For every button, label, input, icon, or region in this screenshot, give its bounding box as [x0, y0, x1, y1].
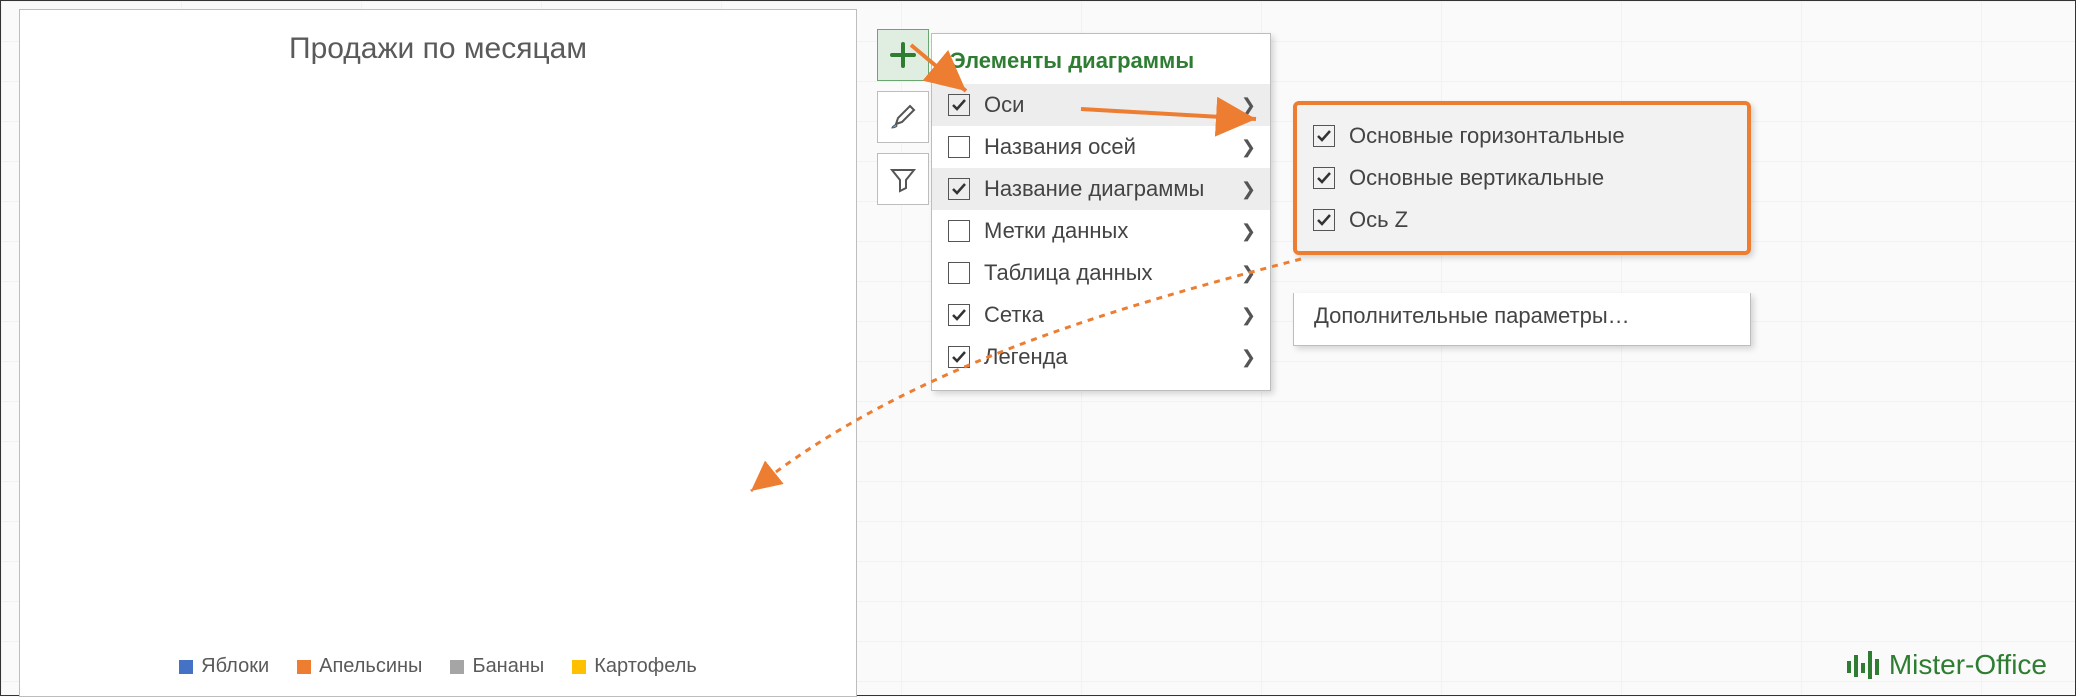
- legend-label: Апельсины: [319, 655, 422, 678]
- legend-swatch: [297, 660, 311, 674]
- menu-item[interactable]: Легенда ❯: [932, 336, 1270, 378]
- menu-item-label: Название диаграммы: [984, 176, 1204, 202]
- chart-container[interactable]: Продажи по месяцам Яблоки Апельсины Бананы…: [19, 9, 857, 697]
- chart-filter-button[interactable]: [877, 153, 929, 205]
- chart-legend: Яблоки Апельсины Бананы Картофель: [20, 655, 856, 678]
- checkbox[interactable]: [948, 346, 970, 368]
- watermark-icon: [1845, 651, 1881, 679]
- funnel-icon: [888, 164, 918, 194]
- legend-item[interactable]: Бананы: [450, 655, 544, 678]
- legend-item[interactable]: Апельсины: [297, 655, 422, 678]
- axes-submenu: Основные горизонтальные Основные вертикал…: [1293, 101, 1751, 255]
- checkbox[interactable]: [1313, 125, 1335, 147]
- watermark-text: Mister-Office: [1889, 649, 2047, 681]
- checkbox[interactable]: [948, 178, 970, 200]
- axes-submenu-more[interactable]: Дополнительные параметры…: [1293, 293, 1751, 346]
- chevron-right-icon: ❯: [1241, 179, 1256, 200]
- submenu-item[interactable]: Основные горизонтальные: [1297, 115, 1747, 157]
- checkbox[interactable]: [1313, 209, 1335, 231]
- checkbox[interactable]: [948, 304, 970, 326]
- submenu-item[interactable]: Ось Z: [1297, 199, 1747, 241]
- legend-label: Яблоки: [201, 655, 269, 678]
- menu-item[interactable]: Сетка ❯: [932, 294, 1270, 336]
- chart-elements-menu: Элементы диаграммы Оси❯Названия осей❯Наз…: [931, 33, 1271, 391]
- legend-label: Бананы: [472, 655, 544, 678]
- menu-item-label: Легенда: [984, 344, 1068, 370]
- chart-title: Продажи по месяцам: [20, 32, 856, 66]
- chevron-right-icon: ❯: [1241, 305, 1256, 326]
- legend-swatch: [179, 660, 193, 674]
- chevron-right-icon: ❯: [1241, 137, 1256, 158]
- submenu-item-label: Основные горизонтальные: [1349, 123, 1625, 149]
- submenu-item-label: Основные вертикальные: [1349, 165, 1604, 191]
- menu-item[interactable]: Метки данных ❯: [932, 210, 1270, 252]
- submenu-item[interactable]: Основные вертикальные: [1297, 157, 1747, 199]
- menu-item-label: Оси: [984, 92, 1024, 118]
- menu-item[interactable]: Названия осей ❯: [932, 126, 1270, 168]
- submenu-item-label: Ось Z: [1349, 207, 1408, 233]
- chevron-right-icon: ❯: [1241, 95, 1256, 116]
- legend-item[interactable]: Картофель: [572, 655, 697, 678]
- menu-item-label: Таблица данных: [984, 260, 1153, 286]
- menu-item[interactable]: Название диаграммы ❯: [932, 168, 1270, 210]
- menu-item[interactable]: Таблица данных ❯: [932, 252, 1270, 294]
- chart-plot: [20, 66, 858, 626]
- checkbox[interactable]: [948, 220, 970, 242]
- menu-item[interactable]: Оси ❯: [932, 84, 1270, 126]
- checkbox[interactable]: [948, 262, 970, 284]
- menu-item-label: Названия осей: [984, 134, 1136, 160]
- checkbox[interactable]: [948, 136, 970, 158]
- checkbox[interactable]: [1313, 167, 1335, 189]
- legend-swatch: [572, 660, 586, 674]
- legend-item[interactable]: Яблоки: [179, 655, 269, 678]
- chart-elements-button[interactable]: [877, 29, 929, 81]
- more-options-label: Дополнительные параметры…: [1314, 303, 1630, 328]
- menu-item-label: Сетка: [984, 302, 1044, 328]
- chart-tools: [877, 29, 929, 205]
- chart-elements-menu-title: Элементы диаграммы: [932, 44, 1270, 84]
- checkbox[interactable]: [948, 94, 970, 116]
- legend-swatch: [450, 660, 464, 674]
- legend-label: Картофель: [594, 655, 697, 678]
- brush-icon: [888, 102, 918, 132]
- plus-icon: [888, 40, 918, 70]
- chevron-right-icon: ❯: [1241, 263, 1256, 284]
- chevron-right-icon: ❯: [1241, 221, 1256, 242]
- menu-item-label: Метки данных: [984, 218, 1128, 244]
- chart-styles-button[interactable]: [877, 91, 929, 143]
- chevron-right-icon: ❯: [1241, 347, 1256, 368]
- watermark: Mister-Office: [1845, 649, 2047, 681]
